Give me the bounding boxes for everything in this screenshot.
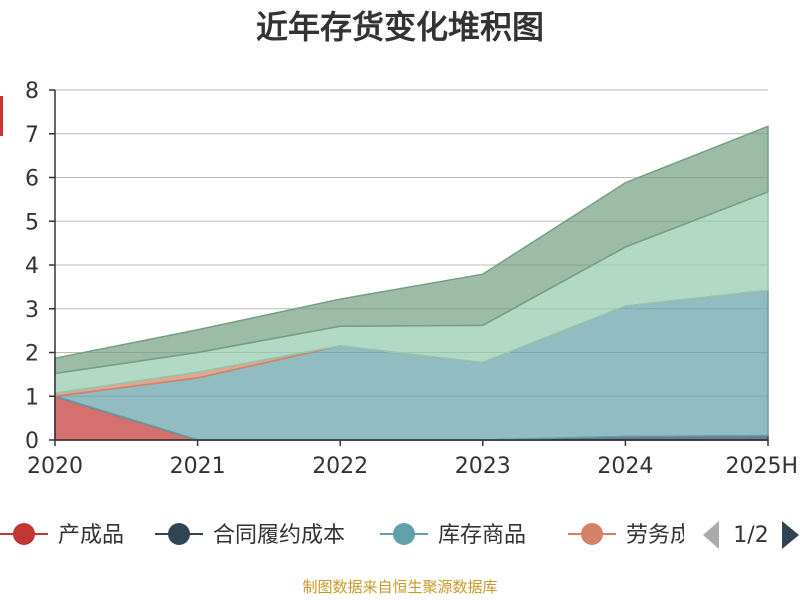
legend-marker-icon — [581, 523, 603, 545]
x-tick-label: 2021 — [170, 454, 226, 479]
x-tick-label: 2025H — [725, 454, 798, 479]
x-tick-label: 2022 — [312, 454, 368, 479]
y-tick-label: 0 — [25, 429, 39, 454]
legend-marker-icon — [13, 523, 35, 545]
triangle-left-icon[interactable] — [703, 521, 719, 549]
legend-item-库存商品[interactable]: 库存商品 — [380, 523, 526, 548]
area-series-6 — [54, 125, 769, 375]
legend-label: 合同履约成本 — [213, 523, 345, 548]
triangle-right-icon[interactable] — [782, 521, 799, 549]
legend-label: 劳务成 — [626, 523, 692, 548]
legend-item-劳务成[interactable]: 劳务成 — [568, 523, 692, 548]
area-series-group — [54, 125, 769, 441]
legend-label: 产成品 — [58, 523, 124, 548]
y-axis-label-stub — [0, 96, 3, 136]
x-tick-label: 2024 — [597, 454, 653, 479]
source-footer: 制图数据来自恒生聚源数据库 — [302, 578, 498, 596]
axes: 0 1 2 3 4 5 6 7 8 2020 2021 2022 2023 2024 2025H — [0, 79, 798, 479]
legend-item-合同履约成本[interactable]: 合同履约成本 — [155, 523, 345, 548]
legend: 产成品 合同履约成本 库存商品 劳务成 1/2 — [0, 510, 800, 560]
chart-title: 近年存货变化堆积图 — [255, 8, 544, 46]
y-tick-label: 8 — [25, 79, 39, 104]
y-tick-label: 4 — [25, 254, 39, 279]
y-tick-label: 6 — [25, 167, 39, 192]
y-tick-label: 3 — [25, 298, 39, 323]
legend-page-indicator: 1/2 — [733, 523, 768, 548]
legend-marker-icon — [393, 523, 415, 545]
y-tick-label: 7 — [25, 123, 39, 148]
y-tick-label: 5 — [25, 210, 39, 235]
x-tick-label: 2023 — [455, 454, 511, 479]
y-tick-label: 1 — [25, 385, 39, 410]
x-tick-label: 2020 — [27, 454, 83, 479]
legend-marker-icon — [168, 523, 190, 545]
legend-label: 库存商品 — [438, 523, 526, 548]
legend-item-产成品[interactable]: 产成品 — [0, 523, 124, 548]
y-tick-label: 2 — [25, 342, 39, 367]
